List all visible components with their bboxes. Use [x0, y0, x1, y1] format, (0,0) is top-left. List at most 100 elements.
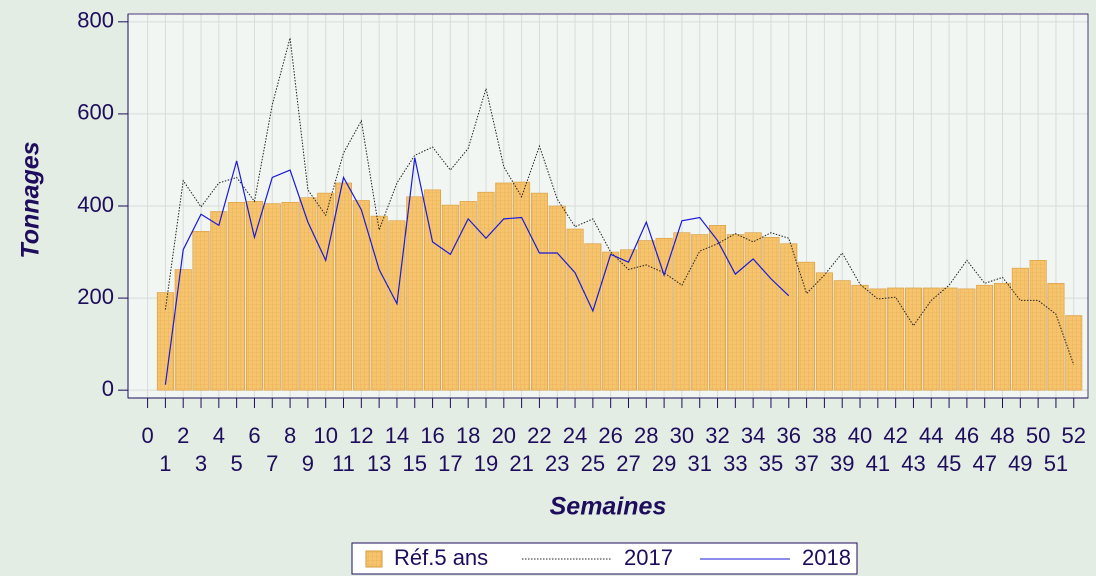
bar: [228, 202, 246, 391]
bar: [780, 243, 798, 391]
bar: [976, 284, 994, 391]
x-tick-label: 51: [1044, 451, 1068, 476]
x-tick-label: 37: [794, 451, 818, 476]
x-tick-label: 11: [332, 451, 355, 476]
x-tick-label: 27: [616, 451, 640, 476]
bar: [513, 181, 531, 391]
x-tick-label: 52: [1062, 423, 1086, 448]
bar: [495, 182, 513, 391]
x-tick-label: 20: [492, 423, 516, 448]
bar: [602, 251, 620, 391]
bar: [619, 249, 637, 391]
bar: [299, 197, 317, 391]
bar: [388, 220, 406, 391]
y-axis-label: Tonnages: [17, 141, 45, 258]
x-tick-label: 47: [972, 451, 996, 476]
x-tick-label: 7: [266, 451, 278, 476]
bar: [192, 231, 210, 391]
bar: [156, 292, 174, 391]
bar: [424, 189, 442, 391]
bar: [709, 225, 727, 391]
x-tick-label: 46: [955, 423, 979, 448]
y-tick-label: 600: [77, 100, 114, 125]
legend-swatch: [365, 550, 383, 568]
x-tick-label: 29: [652, 451, 676, 476]
bar: [174, 269, 192, 391]
x-tick-label: 22: [527, 423, 551, 448]
x-tick-label: 35: [759, 451, 783, 476]
line: [164, 157, 790, 385]
x-tick-label: 26: [598, 423, 622, 448]
bar: [851, 284, 869, 391]
x-tick-label: 30: [670, 423, 694, 448]
x-tick-label: 17: [438, 451, 462, 476]
x-tick-label: 3: [195, 451, 207, 476]
x-tick-label: 45: [937, 451, 961, 476]
x-tick-label: 13: [367, 451, 391, 476]
x-tick-label: 2: [177, 423, 189, 448]
bar: [281, 202, 299, 391]
x-tick-label: 33: [723, 451, 747, 476]
bar: [655, 237, 673, 391]
bar: [210, 211, 228, 391]
bar: [441, 204, 459, 391]
x-tick-label: 0: [141, 423, 153, 448]
x-tick-label: 49: [1008, 451, 1032, 476]
x-tick-label: 6: [248, 423, 260, 448]
legend-label: 2018: [802, 545, 851, 570]
x-tick-label: 9: [302, 451, 314, 476]
bar: [406, 196, 424, 391]
x-tick-label: 38: [812, 423, 836, 448]
x-tick-label: 42: [883, 423, 907, 448]
x-tick-label: 18: [456, 423, 480, 448]
x-tick-label: 24: [563, 423, 587, 448]
y-tick-label: 0: [102, 376, 114, 401]
plot-frame: [127, 13, 1089, 399]
bar: [1065, 315, 1083, 391]
bar: [940, 287, 958, 391]
line: [164, 37, 1075, 366]
bar: [370, 215, 388, 391]
bar: [833, 280, 851, 391]
x-tick-label: 40: [848, 423, 872, 448]
x-tick-label: 5: [231, 451, 243, 476]
x-tick-label: 25: [581, 451, 605, 476]
x-tick-label: 44: [919, 423, 943, 448]
bar: [637, 240, 655, 391]
x-tick-label: 4: [213, 423, 225, 448]
bar: [530, 192, 548, 391]
bar: [1029, 260, 1047, 391]
bar: [994, 283, 1012, 391]
x-tick-label: 23: [545, 451, 569, 476]
x-tick-label: 19: [474, 451, 498, 476]
bar: [477, 191, 495, 391]
x-tick-label: 21: [509, 451, 533, 476]
bar: [245, 201, 263, 391]
bar: [459, 201, 477, 391]
y-tick-label: 400: [77, 192, 114, 217]
legend-label: Réf.5 ans: [394, 545, 488, 570]
x-tick-label: 50: [1026, 423, 1050, 448]
x-tick-label: 39: [830, 451, 854, 476]
x-tick-label: 10: [313, 423, 337, 448]
y-tick-label: 800: [77, 8, 114, 33]
bar: [263, 203, 281, 391]
y-tick-label: 200: [77, 284, 114, 309]
bar: [1011, 267, 1029, 391]
bar: [566, 228, 584, 391]
bar: [798, 261, 816, 391]
x-tick-label: 41: [866, 451, 890, 476]
x-axis-label: Semaines: [550, 493, 667, 521]
bar: [887, 287, 905, 391]
bar: [1047, 283, 1065, 391]
bar: [815, 272, 833, 391]
bar: [904, 287, 922, 391]
x-tick-label: 34: [741, 423, 765, 448]
x-tick-label: 31: [687, 451, 711, 476]
bar: [548, 205, 566, 391]
x-tick-label: 12: [349, 423, 373, 448]
x-tick-label: 32: [705, 423, 729, 448]
bar: [691, 234, 709, 391]
